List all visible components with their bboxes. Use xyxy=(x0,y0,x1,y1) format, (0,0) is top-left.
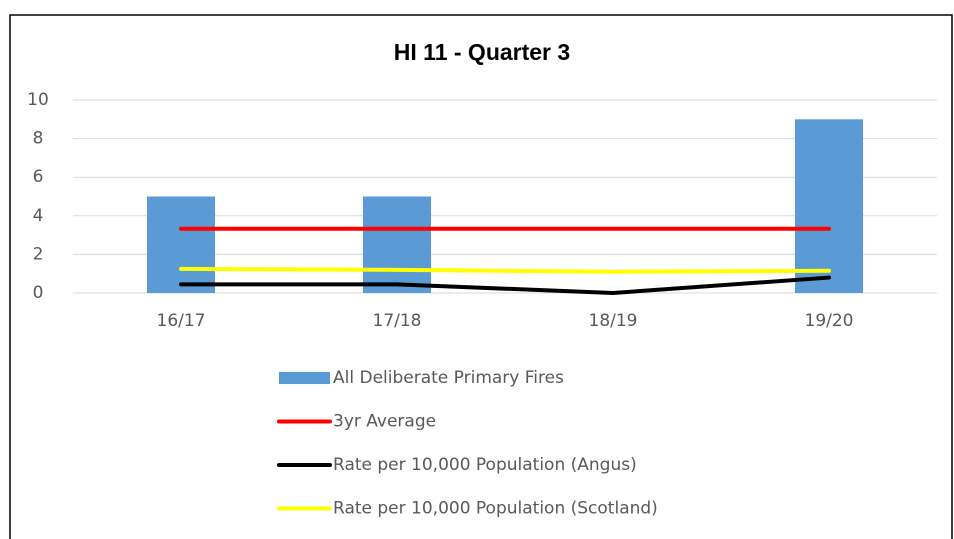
x-tick-label: 19/20 xyxy=(805,311,854,331)
bar xyxy=(363,196,431,293)
legend-swatch xyxy=(279,372,330,384)
line-series xyxy=(179,275,831,295)
bar xyxy=(795,119,863,293)
line-series xyxy=(179,266,831,274)
y-tick-label: 4 xyxy=(33,206,44,226)
y-tick-label: 8 xyxy=(33,129,44,149)
legend-label: All Deliberate Primary Fires xyxy=(333,368,564,388)
legend-label: Rate per 10,000 Population (Angus) xyxy=(333,455,637,475)
y-tick-label: 0 xyxy=(33,283,44,303)
chart-title: HI 11 - Quarter 3 xyxy=(394,39,570,65)
y-tick-label: 6 xyxy=(33,167,44,187)
x-tick-label: 16/17 xyxy=(157,311,206,331)
legend-label: Rate per 10,000 Population (Scotland) xyxy=(333,499,658,519)
y-tick-label: 2 xyxy=(33,244,44,264)
x-tick-label: 17/18 xyxy=(373,311,422,331)
bar xyxy=(147,196,215,293)
x-tick-label: 18/19 xyxy=(589,311,638,331)
legend-label: 3yr Average xyxy=(333,412,436,432)
y-tick-label: 10 xyxy=(27,90,49,110)
